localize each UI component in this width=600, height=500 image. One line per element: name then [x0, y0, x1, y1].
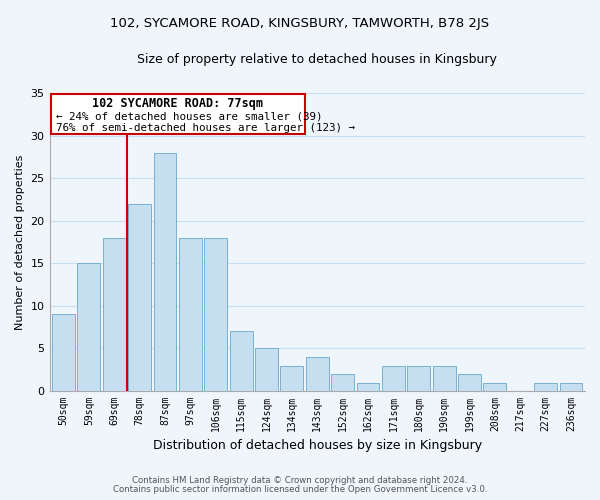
X-axis label: Distribution of detached houses by size in Kingsbury: Distribution of detached houses by size … — [153, 440, 482, 452]
Bar — [179, 238, 202, 391]
Bar — [128, 204, 151, 391]
Bar — [280, 366, 304, 391]
Bar — [154, 152, 176, 391]
Bar — [331, 374, 354, 391]
Text: 102, SYCAMORE ROAD, KINGSBURY, TAMWORTH, B78 2JS: 102, SYCAMORE ROAD, KINGSBURY, TAMWORTH,… — [110, 18, 490, 30]
Bar — [255, 348, 278, 391]
Bar — [77, 264, 100, 391]
Text: ← 24% of detached houses are smaller (39): ← 24% of detached houses are smaller (39… — [56, 111, 322, 121]
Bar — [205, 238, 227, 391]
FancyBboxPatch shape — [51, 94, 305, 134]
Y-axis label: Number of detached properties: Number of detached properties — [15, 154, 25, 330]
Bar — [433, 366, 455, 391]
Bar — [230, 332, 253, 391]
Bar — [382, 366, 405, 391]
Bar — [407, 366, 430, 391]
Bar — [52, 314, 75, 391]
Bar — [306, 357, 329, 391]
Title: Size of property relative to detached houses in Kingsbury: Size of property relative to detached ho… — [137, 52, 497, 66]
Text: 102 SYCAMORE ROAD: 77sqm: 102 SYCAMORE ROAD: 77sqm — [92, 97, 263, 110]
Text: 76% of semi-detached houses are larger (123) →: 76% of semi-detached houses are larger (… — [56, 123, 355, 133]
Text: Contains HM Land Registry data © Crown copyright and database right 2024.: Contains HM Land Registry data © Crown c… — [132, 476, 468, 485]
Text: Contains public sector information licensed under the Open Government Licence v3: Contains public sector information licen… — [113, 485, 487, 494]
Bar — [458, 374, 481, 391]
Bar — [103, 238, 125, 391]
Bar — [356, 382, 379, 391]
Bar — [534, 382, 557, 391]
Bar — [484, 382, 506, 391]
Bar — [560, 382, 583, 391]
